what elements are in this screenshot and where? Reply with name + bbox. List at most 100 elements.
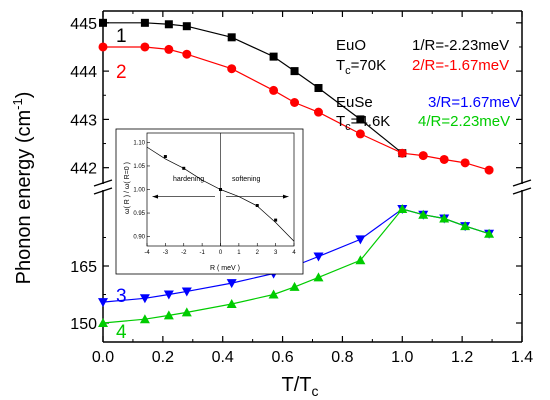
series-4-point-8 [355, 255, 366, 265]
inset-chart: -4 -3 -2 -1 0 1 2 3 4 0.90 0.95 1.00 1.05 1.10 R ( me… [115, 128, 304, 275]
x-tick-label-2: 0.4 [212, 349, 234, 366]
series-4-point-10 [418, 209, 429, 219]
inset-point-3 [255, 204, 259, 208]
series-3-point-7 [313, 252, 324, 262]
inset-y-tick-label-0: 0.90 [133, 235, 145, 241]
inset-point-1 [182, 166, 186, 170]
legend-entry-2: 2/R=-1.67meV [412, 57, 509, 74]
series-2-point-10 [418, 151, 428, 161]
series-1-point-7 [314, 84, 323, 93]
inset-x-tick-label-3: -1 [199, 250, 205, 256]
inset-x-tick-label-1: -3 [163, 250, 169, 256]
series-2-point-3 [182, 49, 192, 59]
series-4-point-9 [397, 204, 408, 213]
series-3-point-3 [181, 287, 192, 297]
series-4-point-6 [289, 281, 300, 291]
series-4-point-0 [98, 318, 108, 327]
series-2-point-1 [140, 42, 150, 52]
inset-x-tick-label-0: -4 [144, 250, 150, 256]
axis-break-left-a [93, 179, 113, 187]
inset-point-2 [219, 188, 222, 191]
series-2-point-4 [227, 64, 237, 74]
series-3-point-4 [226, 279, 237, 289]
curve-label-2: 2 [116, 62, 127, 83]
inset-y-tick-label-3: 1.05 [133, 164, 145, 170]
inset-y-tick-label-2: 1.00 [133, 188, 145, 194]
inset-x-title: R ( meV ) [210, 265, 240, 272]
inset-x-tick-label-5: 1 [237, 250, 241, 256]
tick-labels: 0.0 0.2 0.4 0.6 0.8 1.0 1.2 1.44424434444451501… [70, 16, 533, 366]
series-2-point-6 [290, 98, 300, 107]
series-2-point-0 [98, 42, 108, 52]
legend-entry-4: 4/R=2.23meV [418, 113, 510, 130]
x-tick-label-3: 0.6 [271, 349, 293, 366]
series-2-point-12 [460, 158, 470, 168]
series-4-point-13 [484, 228, 495, 238]
y-upper-tick-label-0: 442 [70, 161, 97, 178]
series-1-point-2 [164, 20, 173, 29]
legend-entry-3: 3/R=1.67meV [428, 94, 520, 111]
inset-plot: -4 -3 -2 -1 0 1 2 3 4 0.90 0.95 1.00 1.05 1.10 [133, 132, 296, 256]
axis-break-left-b [93, 187, 113, 195]
y-upper-tick-label-2: 444 [70, 64, 97, 81]
series-2-point-11 [439, 154, 449, 164]
series-4-point-11 [439, 213, 450, 223]
data-series [98, 18, 495, 327]
series-2-point-7 [313, 107, 323, 117]
series-3-point-2 [163, 290, 174, 300]
series-1-point-3 [182, 22, 191, 31]
series-2-point-9 [397, 148, 407, 158]
inset-y-tick-label-4: 1.10 [133, 140, 145, 146]
x-tick-label-1: 0.2 [152, 349, 174, 366]
x-tick-label-4: 0.8 [331, 349, 353, 366]
series-2-point-13 [484, 165, 494, 175]
x-tick-label-7: 1.4 [511, 349, 533, 366]
x-axis-title: T/Tc [282, 374, 319, 399]
series-4-point-1 [139, 314, 150, 324]
series-1-point-6 [290, 67, 299, 76]
legend-euo-name: EuO [336, 37, 366, 54]
inset-x-tick-label-6: 2 [256, 250, 260, 256]
series-4-point-7 [313, 272, 324, 282]
series-4-point-4 [226, 299, 237, 308]
series-3-point-0 [98, 298, 108, 308]
x-tick-label-6: 1.2 [451, 349, 473, 366]
y-upper-tick-label-1: 443 [70, 112, 97, 129]
inset-y-tick-label-1: 0.95 [133, 211, 145, 217]
curve-label-1: 1 [116, 26, 127, 47]
axis-break-right-a [512, 179, 532, 187]
series-4-point-2 [163, 310, 174, 320]
x-tick-label-0: 0.0 [92, 349, 114, 366]
axis-break-right-b [512, 187, 532, 195]
inset-x-tick-label-8: 4 [292, 250, 296, 256]
legend-entry-1: 1/R=-2.23meV [412, 37, 509, 54]
y-upper-tick-label-3: 445 [70, 16, 97, 33]
x-tick-label-5: 1.0 [391, 349, 413, 366]
series-2-point-5 [269, 85, 279, 95]
series-4-point-12 [460, 221, 471, 231]
inset-x-tick-label-2: -2 [181, 250, 187, 256]
inset-hardening-label: hardening [173, 176, 204, 183]
series-3-point-1 [139, 294, 150, 304]
legend-euse-tc: Tc=4.6K [336, 113, 390, 133]
inset-x-tick-label-7: 3 [274, 250, 278, 256]
series-3-point-8 [355, 235, 366, 245]
series-2-point-8 [355, 129, 365, 139]
curve-label-4: 4 [116, 322, 127, 343]
series-1-point-8 [356, 115, 365, 124]
legend-euse-name: EuSe [336, 94, 373, 111]
series-1-point-4 [227, 33, 236, 42]
inset-x-tick-label-4: 0 [219, 250, 223, 256]
series-line-1 [103, 22, 403, 154]
series-4-point-5 [268, 289, 279, 299]
y-lower-tick-label-0: 150 [70, 316, 97, 333]
series-1-point-5 [269, 52, 278, 61]
series-2-point-2 [164, 44, 174, 54]
inset-point-4 [274, 218, 278, 222]
inset-softening-arrowhead [282, 194, 289, 199]
series-1-point-1 [140, 18, 149, 27]
legend-euo-tc: Tc=70K [336, 57, 386, 77]
y-axis-title: Phonon energy (cm-1) [10, 92, 35, 285]
curve-label-3: 3 [116, 286, 127, 307]
